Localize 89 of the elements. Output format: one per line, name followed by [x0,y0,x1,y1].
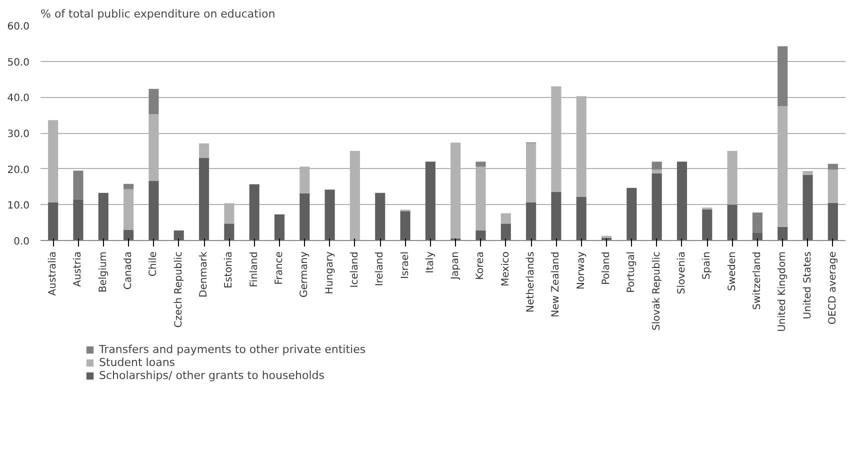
x-tick-label: Switzerland [752,251,763,310]
bar [727,204,738,240]
x-tick-label: Finland [248,252,260,288]
bar [526,202,536,240]
x-tick-label: Portugal [626,251,638,293]
x-tick-label: Germany [299,251,310,298]
bar [828,202,838,240]
y-tick-label: 0.0 [14,236,30,248]
x-tick-label: Netherlands [526,251,537,312]
bar [224,224,234,240]
bar [828,164,838,170]
y-tick-label: 40.0 [7,93,30,104]
x-tick-label: Korea [475,251,486,280]
x-tick-label: Italy [424,251,436,274]
legend-label: Student loans [99,356,176,369]
bar [551,86,562,192]
bar [249,184,260,240]
bar [148,88,159,114]
bar [148,114,159,182]
bar [676,162,688,240]
bar [476,162,486,167]
y-tick-label: 20.0 [7,164,30,176]
x-tick-label: Poland [601,251,612,285]
x-tick-label: Japan [450,252,462,280]
bar [124,184,134,190]
bar [198,143,210,158]
x-tick-label: Austria [72,252,84,287]
bar [802,170,813,175]
x-tick-label: Spain [702,251,713,280]
bar [626,188,637,240]
bar [174,230,184,240]
bar [576,96,586,197]
y-tick-label: 30.0 [7,129,30,140]
x-tick-label: Iceland [349,251,360,288]
x-tick-label: Slovenia [676,251,688,294]
bar [828,170,838,203]
bar [324,190,335,240]
bar [778,226,788,240]
x-tick-label: Hungary [324,251,336,294]
y-tick-label: 60.0 [7,22,30,32]
x-tick-label: Chile [148,252,160,277]
bar [48,202,58,240]
bar [551,192,562,240]
x-tick-label: France [274,251,285,285]
bar [300,166,310,194]
x-tick-label: Mexico [500,251,512,286]
bar [198,158,210,240]
bar [98,192,108,240]
x-tick-label: New Zealand [550,251,562,318]
bar [752,232,762,240]
bar [375,192,386,240]
legend-label: Scholarships/ other grants to households [99,369,324,382]
x-tick-label: Belgium [98,251,109,292]
x-tick-label: United Kingdom [777,252,788,332]
y-tick-label: 50.0 [7,57,30,68]
bar [802,174,813,240]
bar [476,230,486,240]
x-tick-label: United States [802,251,814,320]
bar [73,199,84,240]
x-tick-label: Denmark [198,251,210,298]
bar [778,46,788,106]
bar [652,173,662,240]
bar [400,211,410,240]
bar [576,196,586,240]
x-tick-label: Canada [123,251,134,290]
bar [500,213,511,224]
bar [274,214,285,240]
legend-label: Transfers and payments to other private entities [99,343,366,356]
bar [73,170,84,200]
bar [702,209,712,240]
bar [652,162,662,170]
x-tick-label: Australia [48,252,59,296]
x-tick-label: Slovak Republic [651,252,662,330]
x-tick-label: Sweden [726,251,738,292]
y-tick-label: 10.0 [7,200,30,212]
x-tick-label: Estonia [224,252,235,288]
x-tick-label: OECD average [827,251,838,324]
bar [652,170,662,174]
x-tick-label: Ireland [374,251,386,286]
bar [752,212,762,233]
bar [300,194,310,240]
x-tick-label: Israel [400,251,411,279]
bar [124,230,134,240]
chart-title: % of total public expenditure on education [40,8,276,20]
bar [148,181,159,240]
x-tick-label: Czech Republic [173,251,184,328]
x-tick-label: Norway [576,251,587,290]
bar [425,162,436,240]
bar [500,224,511,240]
